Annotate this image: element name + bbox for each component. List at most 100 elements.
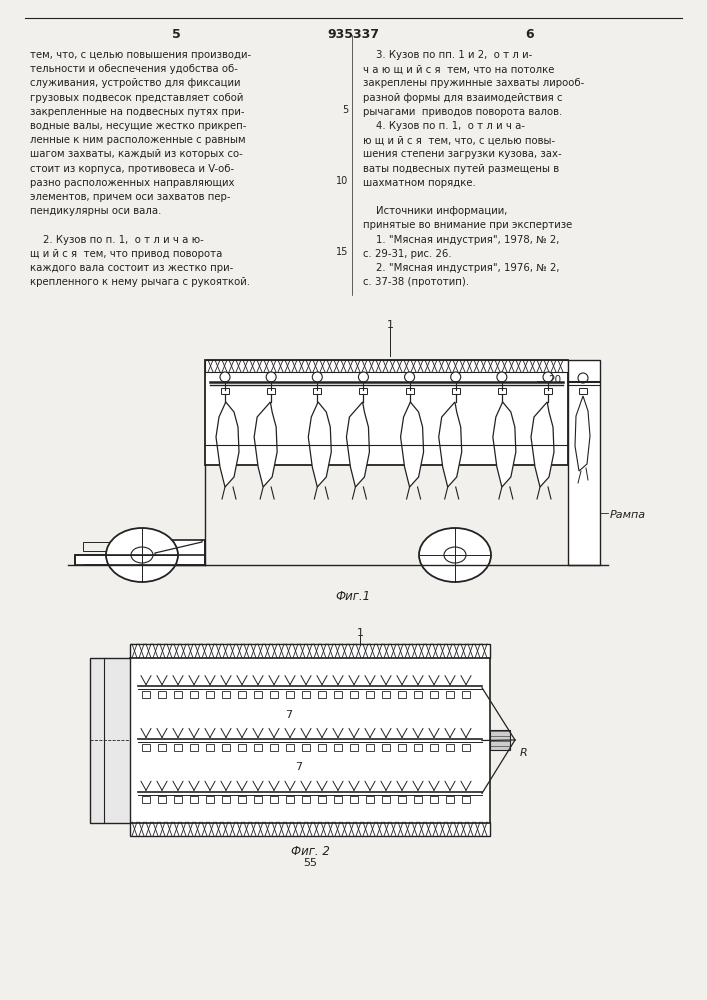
Bar [302, 691, 310, 698]
Bar [254, 796, 262, 803]
Text: элементов, причем оси захватов пер-: элементов, причем оси захватов пер- [30, 192, 230, 202]
Text: 4. Кузов по п. 1,  о т л и ч а-: 4. Кузов по п. 1, о т л и ч а- [363, 121, 525, 131]
PathPatch shape [254, 402, 277, 487]
Polygon shape [75, 540, 205, 565]
Bar [286, 744, 294, 750]
Text: каждого вала состоит из жестко при-: каждого вала состоит из жестко при- [30, 263, 233, 273]
Text: закреплены пружинные захваты лирооб-: закреплены пружинные захваты лирооб- [363, 78, 584, 88]
Bar [350, 796, 358, 803]
Bar [206, 744, 214, 750]
Text: принятые во внимание при экспертизе: принятые во внимание при экспертизе [363, 220, 572, 230]
Bar [270, 744, 278, 750]
Bar [544, 388, 552, 394]
Bar [222, 796, 230, 803]
Bar [205, 360, 568, 465]
Bar [130, 644, 490, 658]
Bar [414, 744, 422, 750]
Bar [190, 744, 198, 750]
Bar [90, 658, 130, 823]
Bar [238, 691, 246, 698]
Text: 1: 1 [387, 320, 394, 330]
Bar [222, 691, 230, 698]
Text: с. 37-38 (прототип).: с. 37-38 (прототип). [363, 277, 469, 287]
Text: 5: 5 [172, 28, 180, 41]
Circle shape [358, 372, 368, 382]
PathPatch shape [346, 402, 370, 487]
Text: грузовых подвесок представляет собой: грузовых подвесок представляет собой [30, 93, 243, 103]
Text: 935337: 935337 [327, 28, 379, 41]
Bar [158, 744, 166, 750]
Bar [350, 691, 358, 698]
Bar [270, 796, 278, 803]
Bar [221, 388, 229, 394]
Text: разно расположенных направляющих: разно расположенных направляющих [30, 178, 235, 188]
Bar [142, 796, 150, 803]
Ellipse shape [419, 528, 491, 582]
Text: пендикулярны оси вала.: пендикулярны оси вала. [30, 206, 161, 216]
Text: стоит из корпуса, противовеса и V-об-: стоит из корпуса, противовеса и V-об- [30, 164, 234, 174]
Circle shape [578, 373, 588, 383]
Bar [318, 796, 326, 803]
Text: разной формы для взаимодействия с: разной формы для взаимодействия с [363, 93, 563, 103]
Bar [366, 744, 374, 750]
PathPatch shape [308, 402, 332, 487]
Bar [568, 360, 600, 565]
Text: рычагами  приводов поворота валов.: рычагами приводов поворота валов. [363, 107, 562, 117]
Bar [83, 542, 141, 551]
Text: 1: 1 [356, 628, 363, 638]
Bar [382, 691, 390, 698]
Circle shape [266, 372, 276, 382]
Bar [254, 744, 262, 750]
Text: 15: 15 [336, 247, 348, 257]
Circle shape [451, 372, 461, 382]
Bar [130, 822, 490, 836]
Bar [334, 744, 342, 750]
PathPatch shape [401, 402, 423, 487]
Text: 55: 55 [303, 858, 317, 868]
Bar [406, 388, 414, 394]
Bar [254, 691, 262, 698]
Bar [414, 691, 422, 698]
Bar [490, 730, 510, 750]
Bar [286, 796, 294, 803]
Bar [414, 796, 422, 803]
Circle shape [312, 372, 322, 382]
Bar [174, 744, 182, 750]
Bar [446, 796, 454, 803]
Text: закрепленные на подвесных путях при-: закрепленные на подвесных путях при- [30, 107, 245, 117]
Bar [174, 691, 182, 698]
PathPatch shape [531, 402, 554, 487]
Bar [318, 691, 326, 698]
Text: Фиг.1: Фиг.1 [335, 590, 370, 603]
Text: 5: 5 [341, 105, 348, 115]
Text: Фиг. 2: Фиг. 2 [291, 845, 329, 858]
Bar [446, 691, 454, 698]
Text: Рампа: Рампа [610, 510, 646, 520]
Bar [579, 388, 587, 394]
Bar [190, 796, 198, 803]
Bar [190, 691, 198, 698]
Text: шения степени загрузки кузова, зах-: шения степени загрузки кузова, зах- [363, 149, 561, 159]
Text: с. 29-31, рис. 26.: с. 29-31, рис. 26. [363, 249, 452, 259]
Bar [206, 796, 214, 803]
Bar [398, 744, 406, 750]
Text: ленные к ним расположенные с равным: ленные к ним расположенные с равным [30, 135, 245, 145]
Text: крепленного к нему рычага с рукояткой.: крепленного к нему рычага с рукояткой. [30, 277, 250, 287]
Bar [430, 744, 438, 750]
PathPatch shape [493, 402, 516, 487]
Circle shape [404, 372, 414, 382]
Bar [222, 744, 230, 750]
Text: 2. Кузов по п. 1,  о т л и ч а ю-: 2. Кузов по п. 1, о т л и ч а ю- [30, 235, 204, 245]
Text: 6: 6 [526, 28, 534, 41]
Bar [382, 744, 390, 750]
Text: тем, что, с целью повышения производи-: тем, что, с целью повышения производи- [30, 50, 251, 60]
PathPatch shape [575, 396, 590, 471]
Bar [267, 388, 275, 394]
Bar [359, 388, 368, 394]
Bar [498, 388, 506, 394]
Bar [206, 691, 214, 698]
Bar [462, 796, 470, 803]
Text: 7: 7 [295, 762, 302, 772]
Text: R: R [520, 748, 527, 758]
Ellipse shape [106, 528, 178, 582]
